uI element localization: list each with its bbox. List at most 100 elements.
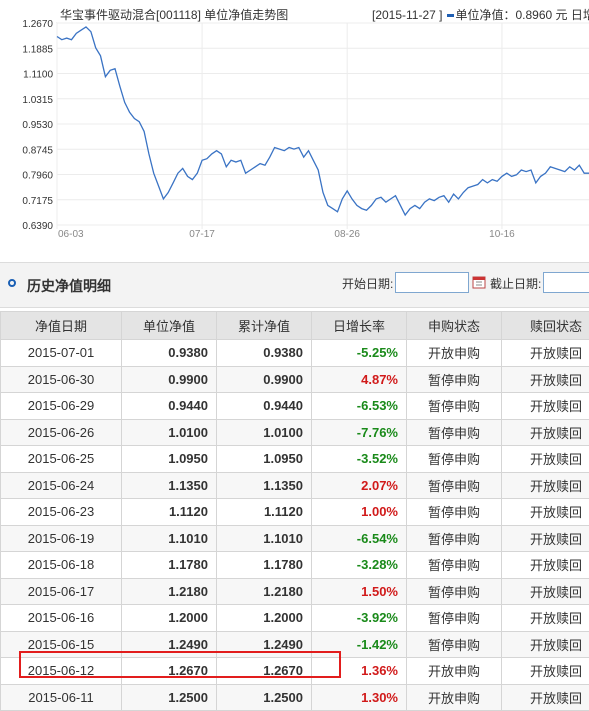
row-daily-rate: -5.25%: [312, 340, 407, 367]
y-tick-label: 0.8745: [22, 145, 53, 156]
y-tick-label: 1.1100: [23, 70, 53, 81]
row-daily-rate: -3.52%: [312, 446, 407, 473]
row-daily-rate: -1.42%: [312, 631, 407, 658]
row-acc-nav: 1.2000: [217, 605, 312, 632]
row-unit-nav: 1.1120: [122, 499, 217, 526]
y-tick-label: 0.7960: [22, 171, 53, 182]
row-unit-nav: 0.9440: [122, 393, 217, 420]
row-unit-nav: 1.0100: [122, 419, 217, 446]
row-date: 2015-06-29: [1, 393, 122, 420]
row-acc-nav: 1.2180: [217, 578, 312, 605]
row-redeem-status: 开放赎回: [502, 658, 589, 685]
section-title: 历史净值明细: [27, 276, 111, 296]
row-unit-nav: 0.9380: [122, 340, 217, 367]
row-buy-status: 暂停申购: [407, 419, 502, 446]
row-buy-status: 暂停申购: [407, 472, 502, 499]
row-redeem-status: 开放赎回: [502, 340, 589, 367]
row-buy-status: 暂停申购: [407, 499, 502, 526]
row-buy-status: 暂停申购: [407, 446, 502, 473]
header-date: 净值日期: [1, 312, 122, 340]
row-redeem-status: 开放赎回: [502, 631, 589, 658]
y-tick-label: 1.1885: [22, 44, 53, 55]
row-date: 2015-06-15: [1, 631, 122, 658]
row-date: 2015-06-12: [1, 658, 122, 685]
start-date-input[interactable]: [395, 272, 469, 293]
row-daily-rate: 1.50%: [312, 578, 407, 605]
history-section-header: 历史净值明细 开始日期: 截止日期:: [0, 262, 589, 308]
row-buy-status: 暂停申购: [407, 366, 502, 393]
row-unit-nav: 1.2490: [122, 631, 217, 658]
row-date: 2015-06-11: [1, 684, 122, 711]
end-date-input[interactable]: [543, 272, 589, 293]
row-acc-nav: 1.2500: [217, 684, 312, 711]
nav-chart: 华宝事件驱动混合[001118] 单位净值走势图 [2015-11-27 ]单位…: [0, 0, 589, 248]
start-date-label: 开始日期:: [342, 275, 393, 292]
row-redeem-status: 开放赎回: [502, 393, 589, 420]
end-date-label: 截止日期:: [490, 275, 541, 292]
row-acc-nav: 1.1350: [217, 472, 312, 499]
row-acc-nav: 1.0950: [217, 446, 312, 473]
header-unit-nav: 单位净值: [122, 312, 217, 340]
row-buy-status: 暂停申购: [407, 525, 502, 552]
row-buy-status: 开放申购: [407, 340, 502, 367]
row-redeem-status: 开放赎回: [502, 472, 589, 499]
row-acc-nav: 1.1780: [217, 552, 312, 579]
row-redeem-status: 开放赎回: [502, 366, 589, 393]
row-redeem-status: 开放赎回: [502, 684, 589, 711]
row-date: 2015-06-26: [1, 419, 122, 446]
row-acc-nav: 0.9380: [217, 340, 312, 367]
row-acc-nav: 0.9440: [217, 393, 312, 420]
row-acc-nav: 0.9900: [217, 366, 312, 393]
y-tick-label: 0.6390: [22, 221, 53, 232]
row-acc-nav: 1.0100: [217, 419, 312, 446]
row-unit-nav: 1.1350: [122, 472, 217, 499]
nav-series-line: [57, 27, 589, 215]
row-unit-nav: 1.0950: [122, 446, 217, 473]
row-unit-nav: 1.2180: [122, 578, 217, 605]
row-redeem-status: 开放赎回: [502, 605, 589, 632]
row-buy-status: 暂停申购: [407, 552, 502, 579]
row-date: 2015-06-17: [1, 578, 122, 605]
table-header-row: 净值日期 单位净值 累计净值 日增长率 申购状态 赎回状态: [1, 312, 589, 340]
row-unit-nav: 1.2670: [122, 658, 217, 685]
row-acc-nav: 1.2490: [217, 631, 312, 658]
calendar-icon[interactable]: [472, 275, 486, 289]
row-unit-nav: 1.1780: [122, 552, 217, 579]
x-tick-label: 08-26: [334, 229, 360, 240]
row-redeem-status: 开放赎回: [502, 525, 589, 552]
nav-history-table: 净值日期 单位净值 累计净值 日增长率 申购状态 赎回状态 2015-07-01…: [0, 311, 589, 711]
row-date: 2015-06-16: [1, 605, 122, 632]
header-buy-status: 申购状态: [407, 312, 502, 340]
x-tick-label: 10-16: [489, 229, 515, 240]
row-acc-nav: 1.1010: [217, 525, 312, 552]
row-unit-nav: 1.2500: [122, 684, 217, 711]
row-date: 2015-06-23: [1, 499, 122, 526]
row-buy-status: 暂停申购: [407, 631, 502, 658]
row-daily-rate: -6.54%: [312, 525, 407, 552]
row-buy-status: 开放申购: [407, 684, 502, 711]
row-redeem-status: 开放赎回: [502, 578, 589, 605]
row-unit-nav: 1.1010: [122, 525, 217, 552]
row-buy-status: 暂停申购: [407, 605, 502, 632]
row-date: 2015-06-30: [1, 366, 122, 393]
row-daily-rate: -6.53%: [312, 393, 407, 420]
row-daily-rate: -3.92%: [312, 605, 407, 632]
circle-bullet-icon: [8, 279, 16, 287]
row-acc-nav: 1.1120: [217, 499, 312, 526]
row-buy-status: 暂停申购: [407, 578, 502, 605]
row-date: 2015-06-25: [1, 446, 122, 473]
row-unit-nav: 1.2000: [122, 605, 217, 632]
